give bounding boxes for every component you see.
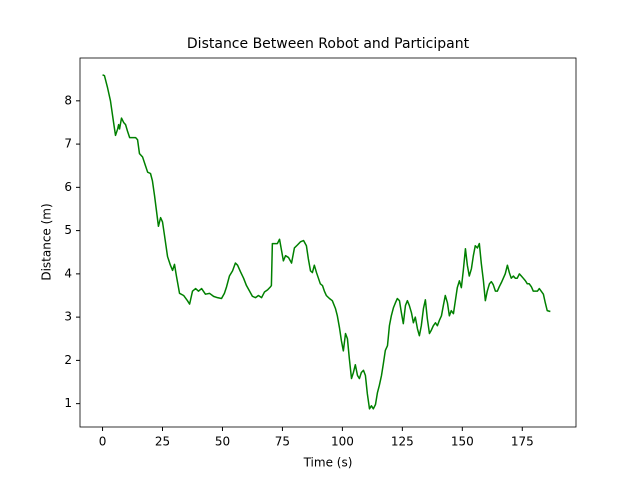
y-tick-label: 3 [64,310,72,324]
x-tick-label: 25 [155,435,170,449]
chart-title: Distance Between Robot and Participant [187,36,470,52]
x-tick-label: 75 [275,435,290,449]
plot-frame [79,57,577,428]
y-tick-label: 4 [64,266,72,280]
x-tick-label: 175 [511,435,534,449]
y-tick-label: 5 [64,223,72,237]
x-tick-label: 50 [215,435,230,449]
y-tick-label: 2 [64,353,72,367]
y-axis-label: Distance (m) [40,203,54,280]
x-tick-label: 150 [451,435,474,449]
y-tick-label: 1 [64,396,72,410]
y-tick-label: 7 [64,137,72,151]
x-tick-label: 0 [99,435,107,449]
data-line [102,74,551,410]
y-tick-label: 8 [64,93,72,107]
y-tick-label: 6 [64,180,72,194]
x-tick-label: 125 [391,435,414,449]
x-tick-label: 100 [331,435,354,449]
x-axis-label: Time (s) [303,456,353,470]
